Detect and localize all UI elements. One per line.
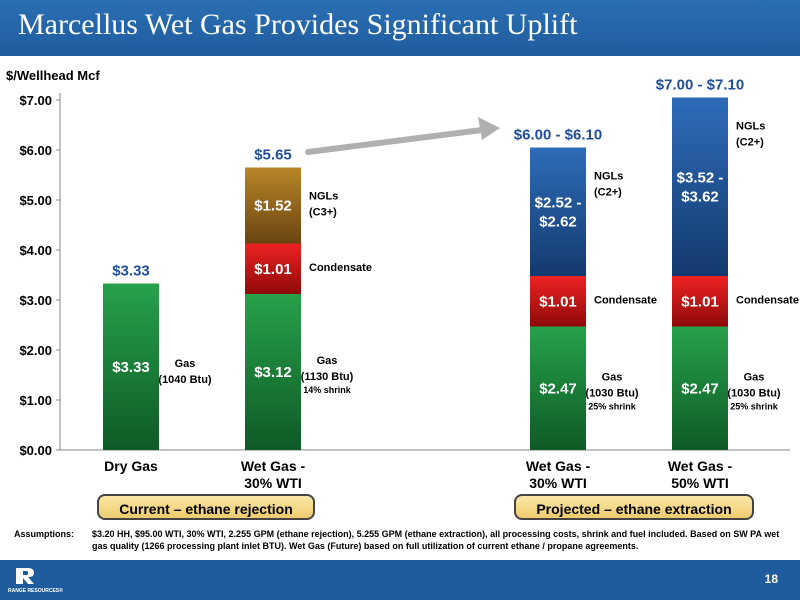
y-tick-label: $7.00 [19, 93, 52, 108]
segment-side-label: Gas [317, 355, 338, 367]
bar-segment-condensate [530, 276, 586, 327]
segment-side-label: NGLs [736, 121, 765, 133]
y-tick-label: $2.00 [19, 343, 52, 358]
x-category-label: 30% WTI [529, 475, 587, 491]
segment-side-label: Gas [175, 358, 196, 370]
bar-value-label: $2.47 [681, 380, 719, 397]
segment-side-label: (C2+) [736, 137, 764, 149]
bar-segment-condensate [672, 276, 728, 327]
bar-segment-gas [530, 326, 586, 450]
segment-side-label: (1030 Btu) [727, 387, 781, 399]
bar-value-label: $1.52 [254, 198, 292, 215]
segment-side-label: Gas [744, 371, 765, 383]
x-category-label: 50% WTI [671, 475, 729, 491]
x-category-label: Wet Gas - [241, 458, 306, 474]
bar-total-label: $5.65 [254, 147, 292, 164]
segment-side-label: NGLs [594, 171, 623, 183]
segment-side-label: (1040 Btu) [158, 374, 212, 386]
x-category-label: 30% WTI [244, 475, 302, 491]
bar-segment-ngls [672, 97, 728, 276]
bar-segment-gas [672, 326, 728, 450]
title-bar: Marcellus Wet Gas Provides Significant U… [0, 0, 800, 56]
shrink-note: 25% shrink [730, 401, 779, 411]
bar-value-label: $3.62 [681, 188, 719, 205]
footer-bar: RANGE RESOURCES® 18 [0, 560, 800, 600]
segment-side-label: (C2+) [594, 187, 622, 199]
assumptions-note: Assumptions: $3.20 HH, $95.00 WTI, 30% WT… [14, 528, 790, 552]
bar-value-label: $1.01 [681, 293, 719, 310]
bar-value-label: $2.52 - [535, 194, 582, 211]
y-tick-label: $1.00 [19, 393, 52, 408]
x-category-label: Wet Gas - [526, 458, 591, 474]
group-label-projected: Projected – ethane extraction [514, 494, 754, 520]
bar-segment-condensate [245, 243, 301, 294]
bar-value-label: $2.62 [539, 213, 577, 230]
slide-title: Marcellus Wet Gas Provides Significant U… [18, 8, 578, 41]
company-name: RANGE RESOURCES® [8, 588, 63, 594]
segment-side-label: Condensate [309, 262, 372, 274]
bars [103, 97, 728, 450]
shrink-note: 25% shrink [588, 401, 637, 411]
segment-side-label: NGLs [309, 191, 338, 203]
uplift-arrow [305, 117, 500, 155]
segment-side-label: Condensate [594, 294, 657, 306]
bar-segment-gas [103, 283, 159, 450]
group-label-current: Current – ethane rejection [97, 494, 315, 520]
bar-segment-ngls [530, 147, 586, 276]
range-resources-logo-icon [16, 568, 34, 584]
y-tick-label: $5.00 [19, 193, 52, 208]
segment-side-label: Condensate [736, 294, 799, 306]
segment-side-label: Gas [602, 371, 623, 383]
bar-labels: $3.33 $3.33 Dry Gas Gas (1040 Btu) $3.12 $1.01… [104, 77, 799, 492]
bar-total-label: $3.33 [112, 263, 150, 280]
x-category-label: Dry Gas [104, 458, 158, 474]
segment-side-label: (1130 Btu) [301, 371, 354, 383]
y-tick-label: $0.00 [19, 443, 52, 458]
bar-value-label: $1.01 [539, 293, 577, 310]
bar-segment-gas [245, 294, 301, 450]
arrow-head [478, 117, 500, 140]
assumptions-text: $3.20 HH, $95.00 WTI, 30% WTI, 2.255 GPM… [92, 529, 780, 551]
y-tick-label: $4.00 [19, 243, 52, 258]
arrow-shaft [305, 126, 493, 155]
bar-value-label: $2.47 [539, 380, 577, 397]
segment-side-label: (1030 Btu) [585, 387, 639, 399]
bar-total-label: $7.00 - $7.10 [656, 77, 744, 94]
y-ticks: $0.00 $1.00 $2.00 $3.00 $4.00 $5.00 $6.00 $7.00 [19, 93, 60, 458]
y-tick-label: $3.00 [19, 293, 52, 308]
segment-side-label: (C3+) [309, 207, 337, 219]
bar-value-label: $3.12 [254, 364, 292, 381]
page-number: 18 [764, 572, 778, 586]
stacked-bar-chart: $/Wellhead Mcf $0.00 $1.00 $2.00 $3.00 $4.00… [6, 68, 799, 492]
bar-total-label: $6.00 - $6.10 [514, 127, 602, 144]
shrink-note: 14% shrink [303, 385, 352, 395]
bar-value-label: $3.52 - [677, 169, 724, 186]
assumptions-label: Assumptions: [14, 529, 75, 539]
x-category-label: Wet Gas - [668, 458, 733, 474]
y-tick-label: $6.00 [19, 143, 52, 158]
bar-value-label: $3.33 [112, 359, 150, 376]
bar-value-label: $1.01 [254, 261, 292, 278]
bar-segment-ngls [245, 167, 301, 244]
y-axis-label: $/Wellhead Mcf [6, 68, 100, 83]
